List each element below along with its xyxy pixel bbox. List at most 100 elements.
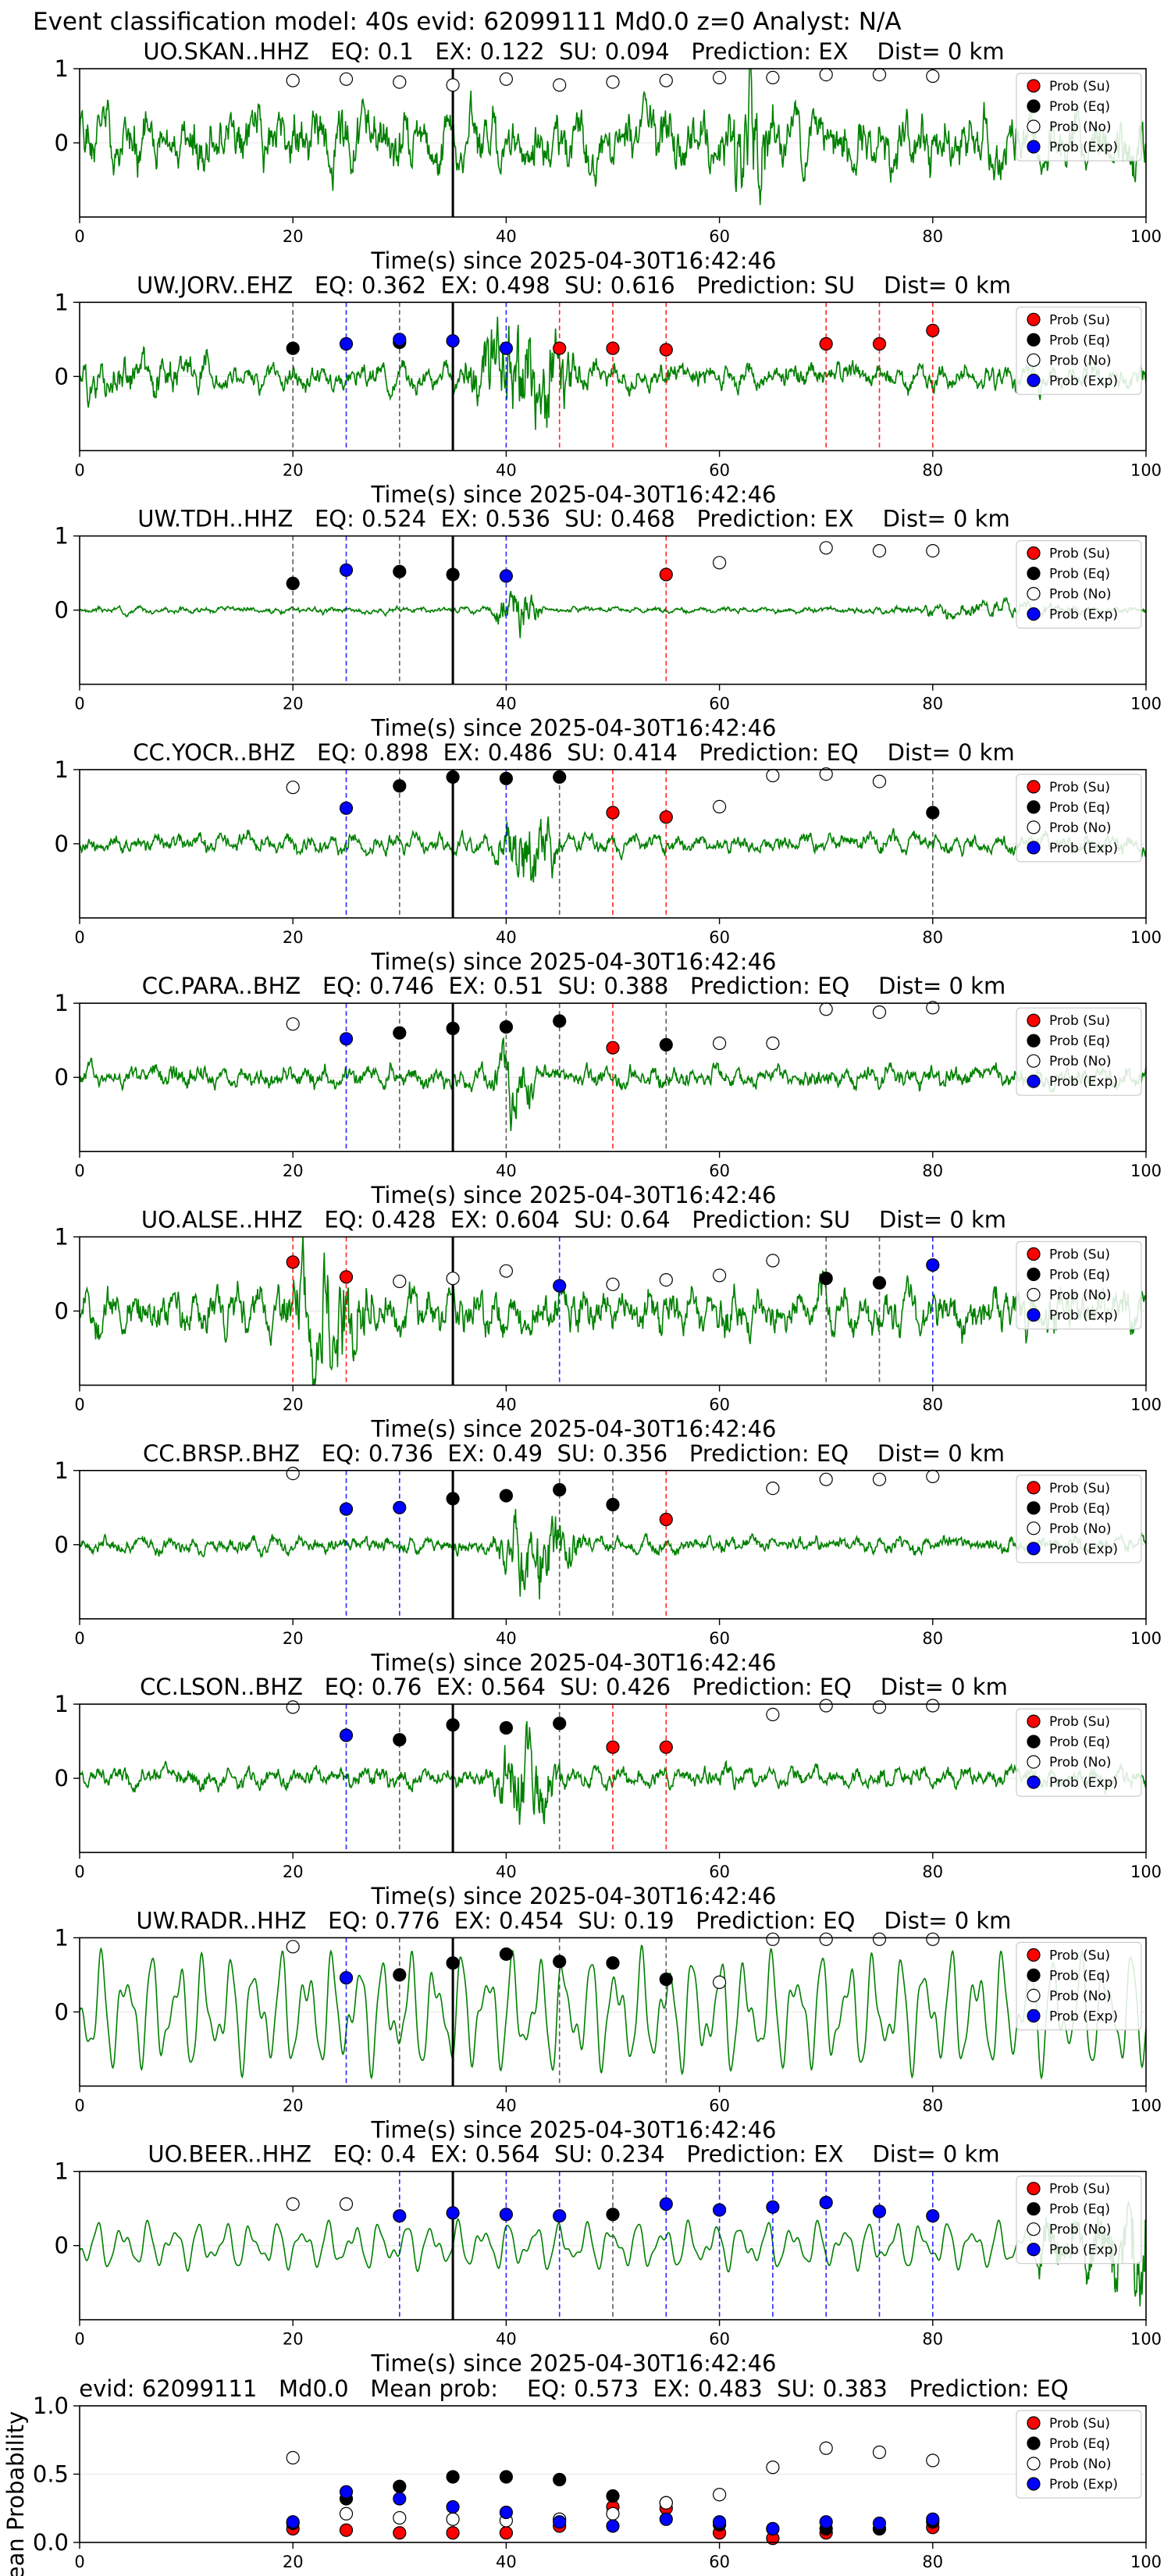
legend-marker-exp — [1027, 841, 1041, 855]
point-exp — [659, 2512, 673, 2526]
x-tick-label: 20 — [283, 695, 304, 713]
y-tick-label: 0 — [55, 1064, 69, 1091]
point-eq — [286, 341, 300, 355]
point-no — [766, 1707, 780, 1721]
point-no — [393, 75, 407, 89]
point-no — [393, 2510, 407, 2525]
point-no — [819, 67, 833, 82]
point-exp — [766, 2200, 780, 2214]
x-tick-label: 100 — [1130, 1162, 1162, 1180]
panel-9: 0 20 40 60 80 100 0 1 UW.RADR..HHZ EQ: 0.776 EX:… — [55, 1907, 1162, 2143]
legend-marker-su — [1027, 1013, 1041, 1027]
point-no — [712, 1036, 727, 1051]
panel-title: evid: 62099111 Md0.0 Mean prob: EQ: 0.57… — [79, 2375, 1068, 2402]
point-exp — [339, 2485, 354, 2499]
x-tick-label: 20 — [283, 1396, 304, 1414]
point-exp — [819, 2196, 833, 2210]
y-tick-label: 0 — [55, 1298, 69, 1325]
point-eq — [659, 1973, 673, 1987]
point-su — [606, 806, 620, 820]
point-exp — [393, 333, 407, 347]
legend: Prob (Su) Prob (Eq) Prob (No) Prob (Exp) — [1016, 1475, 1142, 1564]
point-no — [606, 75, 620, 89]
legend-label-exp: Prob (Exp) — [1049, 841, 1118, 856]
legend-marker-exp — [1027, 2477, 1041, 2491]
point-eq — [553, 770, 567, 785]
waveform-trace — [80, 1509, 1146, 1600]
point-eq — [499, 1947, 514, 1961]
point-exp — [712, 2515, 727, 2529]
point-no — [926, 2453, 940, 2467]
point-no — [819, 767, 833, 781]
y-tick-label: 0 — [55, 1765, 69, 1791]
point-exp — [926, 1258, 940, 1272]
point-no — [286, 1017, 300, 1031]
legend-marker-su — [1027, 1247, 1041, 1261]
y-tick-label: 1 — [55, 990, 69, 1016]
point-su — [659, 1512, 673, 1527]
x-tick-label: 100 — [1130, 695, 1162, 713]
legend-label-eq: Prob (Eq) — [1049, 2202, 1110, 2218]
x-tick-label: 0 — [74, 1629, 84, 1648]
x-tick-label: 100 — [1130, 461, 1162, 479]
x-tick-label: 60 — [709, 1629, 730, 1648]
point-exp — [766, 2521, 780, 2536]
waveform-trace — [80, 1236, 1146, 1386]
x-tick-label: 40 — [496, 928, 517, 947]
x-axis-label: Time(s) since 2025-04-30T16:42:46 — [371, 1182, 777, 1208]
point-no — [606, 1277, 620, 1291]
point-su — [606, 1740, 620, 1754]
point-su — [339, 2523, 354, 2537]
legend-marker-exp — [1027, 1775, 1041, 1789]
x-tick-label: 60 — [709, 2553, 730, 2571]
point-eq — [499, 1019, 514, 1034]
x-tick-label: 0 — [74, 1863, 84, 1881]
y-tick-label: 1 — [55, 289, 69, 315]
x-tick-label: 60 — [709, 1162, 730, 1180]
legend-label-exp: Prob (Exp) — [1049, 2243, 1118, 2258]
panel-11: 0 20 40 60 80 100 0.0 0.5 1.0 evid: 62099111 Md0.… — [2, 2375, 1162, 2576]
point-no — [926, 1932, 940, 1946]
point-no — [872, 67, 887, 82]
x-tick-label: 100 — [1130, 1396, 1162, 1414]
point-no — [286, 2450, 300, 2465]
x-tick-label: 100 — [1130, 227, 1162, 246]
legend-label-su: Prob (Su) — [1049, 2182, 1110, 2197]
legend-marker-su — [1027, 2416, 1041, 2430]
point-exp — [446, 334, 460, 348]
legend: Prob (Su) Prob (Eq) Prob (No) Prob (Exp) — [1016, 1240, 1142, 1330]
legend-label-su: Prob (Su) — [1049, 1714, 1110, 1730]
point-eq — [446, 2470, 460, 2484]
legend-marker-no — [1027, 2457, 1041, 2471]
point-no — [446, 1272, 460, 1286]
x-tick-label: 40 — [496, 2096, 517, 2115]
panel-title: CC.BRSP..BHZ EQ: 0.736 EX: 0.49 SU: 0.35… — [143, 1440, 1005, 1467]
legend: Prob (Su) Prob (Eq) Prob (No) Prob (Exp) — [1016, 539, 1142, 629]
point-eq — [926, 806, 940, 820]
point-exp — [872, 2516, 887, 2531]
point-exp — [286, 2515, 300, 2529]
legend-label-exp: Prob (Exp) — [1049, 373, 1118, 389]
point-eq — [553, 1717, 567, 1731]
point-exp — [872, 2204, 887, 2218]
point-no — [606, 2507, 620, 2521]
panel-title: CC.PARA..BHZ EQ: 0.746 EX: 0.51 SU: 0.38… — [142, 973, 1005, 999]
x-tick-label: 20 — [283, 1162, 304, 1180]
x-tick-label: 0 — [74, 227, 84, 246]
point-no — [712, 2488, 727, 2502]
point-no — [766, 1932, 780, 1946]
legend-label-su: Prob (Su) — [1049, 79, 1110, 94]
point-su — [606, 341, 620, 355]
point-no — [766, 1481, 780, 1496]
x-axis-label: Time(s) since 2025-04-30T16:42:46 — [371, 247, 777, 274]
point-su — [819, 336, 833, 351]
x-tick-label: 80 — [922, 1629, 943, 1648]
point-su — [393, 2526, 407, 2540]
legend-box — [1016, 2410, 1142, 2499]
legend-label-eq: Prob (Eq) — [1049, 99, 1110, 115]
legend-label-no: Prob (No) — [1049, 2457, 1112, 2472]
panel-2: 0 20 40 60 80 100 0 1 UW.JORV..EHZ EQ: 0.362 EX:… — [55, 272, 1162, 507]
panel-title: CC.LSON..BHZ EQ: 0.76 EX: 0.564 SU: 0.42… — [140, 1674, 1008, 1700]
y-tick-label: 0 — [55, 130, 69, 156]
point-eq — [446, 1956, 460, 1970]
